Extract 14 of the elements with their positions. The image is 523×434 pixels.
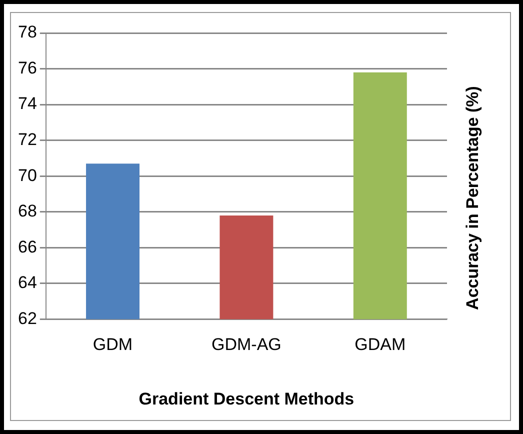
x-tick-label: GDAM — [354, 335, 406, 354]
y-tick-label: 78 — [18, 22, 37, 42]
y-tick-label: 68 — [18, 202, 37, 221]
y-tick-label: 74 — [18, 94, 37, 114]
y-tick-label: 64 — [18, 273, 37, 292]
x-axis-title: Gradient Descent Methods — [138, 389, 354, 408]
y-tick-label: 62 — [18, 308, 37, 328]
y-tick-label: 72 — [18, 130, 37, 150]
x-tick-label: GDM-AG — [212, 335, 282, 354]
x-tick-label: GDM — [92, 335, 133, 354]
y-tick-label: 66 — [18, 237, 37, 256]
y-tick-label: 70 — [18, 166, 37, 185]
y-axis-title: Accuracy in Percentage (%) — [463, 86, 483, 310]
y-tick-label: 76 — [18, 58, 37, 78]
